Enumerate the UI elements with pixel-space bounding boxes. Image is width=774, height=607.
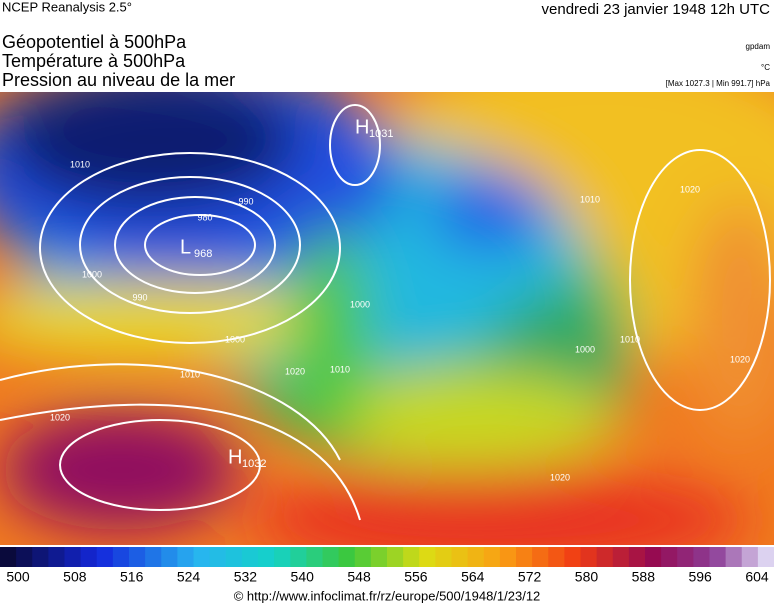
scale-label: 572 xyxy=(518,569,542,585)
color-swatch xyxy=(725,547,743,567)
color-swatch xyxy=(290,547,307,567)
center-letter: H xyxy=(228,446,242,468)
isobar-label: 1010 xyxy=(620,334,640,344)
color-swatch xyxy=(48,547,65,567)
color-swatch xyxy=(709,547,727,567)
color-swatch xyxy=(661,547,678,567)
unit: °C xyxy=(761,63,770,72)
isobar-label: 1000 xyxy=(575,344,595,354)
scale-label: 508 xyxy=(63,569,87,585)
isobar-label: 1010 xyxy=(580,194,600,204)
color-swatch xyxy=(677,547,694,567)
isobar-label: 1020 xyxy=(50,412,70,422)
color-swatch xyxy=(338,547,356,567)
color-swatch xyxy=(112,547,130,567)
color-swatch xyxy=(532,547,549,567)
color-swatch xyxy=(80,547,98,567)
color-swatch xyxy=(435,547,452,567)
color-swatch xyxy=(612,547,630,567)
color-swatch xyxy=(32,547,49,567)
color-swatch xyxy=(258,547,275,567)
color-swatch xyxy=(645,547,662,567)
color-swatch xyxy=(483,547,501,567)
unit: [Max 1027.3 | Min 991.7] hPa xyxy=(666,79,771,88)
color-swatch xyxy=(564,547,581,567)
title: Géopotentiel à 500hPa xyxy=(2,32,187,52)
color-swatch xyxy=(129,547,146,567)
color-swatch xyxy=(16,547,33,567)
scale-label: 500 xyxy=(6,569,30,585)
color-swatch xyxy=(596,547,614,567)
color-swatch xyxy=(548,547,565,567)
color-swatch xyxy=(387,547,404,567)
color-swatch xyxy=(451,547,469,567)
color-swatch xyxy=(499,547,517,567)
map xyxy=(0,92,774,545)
isobar-label: 1020 xyxy=(285,366,305,376)
source: NCEP Reanalysis 2.5° xyxy=(2,0,132,14)
scale-label: 524 xyxy=(177,569,201,585)
center-letter: L xyxy=(180,236,191,258)
footer: © http://www.infoclimat.fr/rz/europe/500… xyxy=(234,588,541,603)
color-swatch xyxy=(241,547,259,567)
color-swatch xyxy=(209,547,227,567)
scale-label: 596 xyxy=(688,569,712,585)
scale-label: 532 xyxy=(234,569,258,585)
center-value: 968 xyxy=(194,248,212,260)
scale-label: 588 xyxy=(632,569,656,585)
color-scale: 500 508 516 524 532 540 548 556 564 572 580 588 596 6… xyxy=(0,547,774,585)
title: Pression au niveau de la mer xyxy=(2,70,235,90)
isobar-label: 990 xyxy=(238,196,253,206)
isobar-label: 1000 xyxy=(350,299,370,309)
color-swatch xyxy=(274,547,291,567)
scale-label: 548 xyxy=(347,569,371,585)
isobar-label: 1000 xyxy=(225,334,245,344)
color-swatch xyxy=(177,547,194,567)
color-swatch xyxy=(580,547,598,567)
color-swatch xyxy=(370,547,388,567)
isobar-label: 990 xyxy=(132,292,147,302)
isobar-label: 1020 xyxy=(550,472,570,482)
unit: gpdam xyxy=(746,42,771,51)
scale-label: 604 xyxy=(745,569,769,585)
scale-label: 516 xyxy=(120,569,144,585)
color-swatch xyxy=(145,547,162,567)
isobar-label: 1010 xyxy=(70,159,90,169)
color-swatch xyxy=(161,547,178,567)
color-swatch xyxy=(403,547,420,567)
color-swatch xyxy=(516,547,533,567)
scale-label: 556 xyxy=(404,569,428,585)
date: vendredi 23 janvier 1948 12h UTC xyxy=(542,1,771,18)
color-swatch xyxy=(322,547,340,567)
center-letter: H xyxy=(355,116,369,138)
color-swatch xyxy=(0,547,17,567)
isobar-label: 1010 xyxy=(330,364,350,374)
color-swatch xyxy=(64,547,82,567)
isobar-label: 1010 xyxy=(180,369,200,379)
isobar-label: 980 xyxy=(197,212,212,222)
isobar-label: 1000 xyxy=(82,269,102,279)
color-swatch xyxy=(467,547,485,567)
color-swatch xyxy=(193,547,211,567)
isobar-label: 1020 xyxy=(680,184,700,194)
scale-label: 540 xyxy=(291,569,315,585)
scale-label: 564 xyxy=(461,569,485,585)
center-value: 1031 xyxy=(369,128,393,140)
color-swatch xyxy=(693,547,710,567)
center-value: 1032 xyxy=(242,458,266,470)
color-swatch xyxy=(306,547,323,567)
color-swatch xyxy=(225,547,243,567)
scale-label: 580 xyxy=(575,569,599,585)
color-swatch xyxy=(757,547,774,567)
color-swatch xyxy=(354,547,372,567)
title: Température à 500hPa xyxy=(2,51,186,71)
color-swatch xyxy=(741,547,759,567)
color-swatch xyxy=(628,547,646,567)
color-swatch xyxy=(96,547,114,567)
color-swatch xyxy=(419,547,436,567)
isobar-label: 1020 xyxy=(730,354,750,364)
